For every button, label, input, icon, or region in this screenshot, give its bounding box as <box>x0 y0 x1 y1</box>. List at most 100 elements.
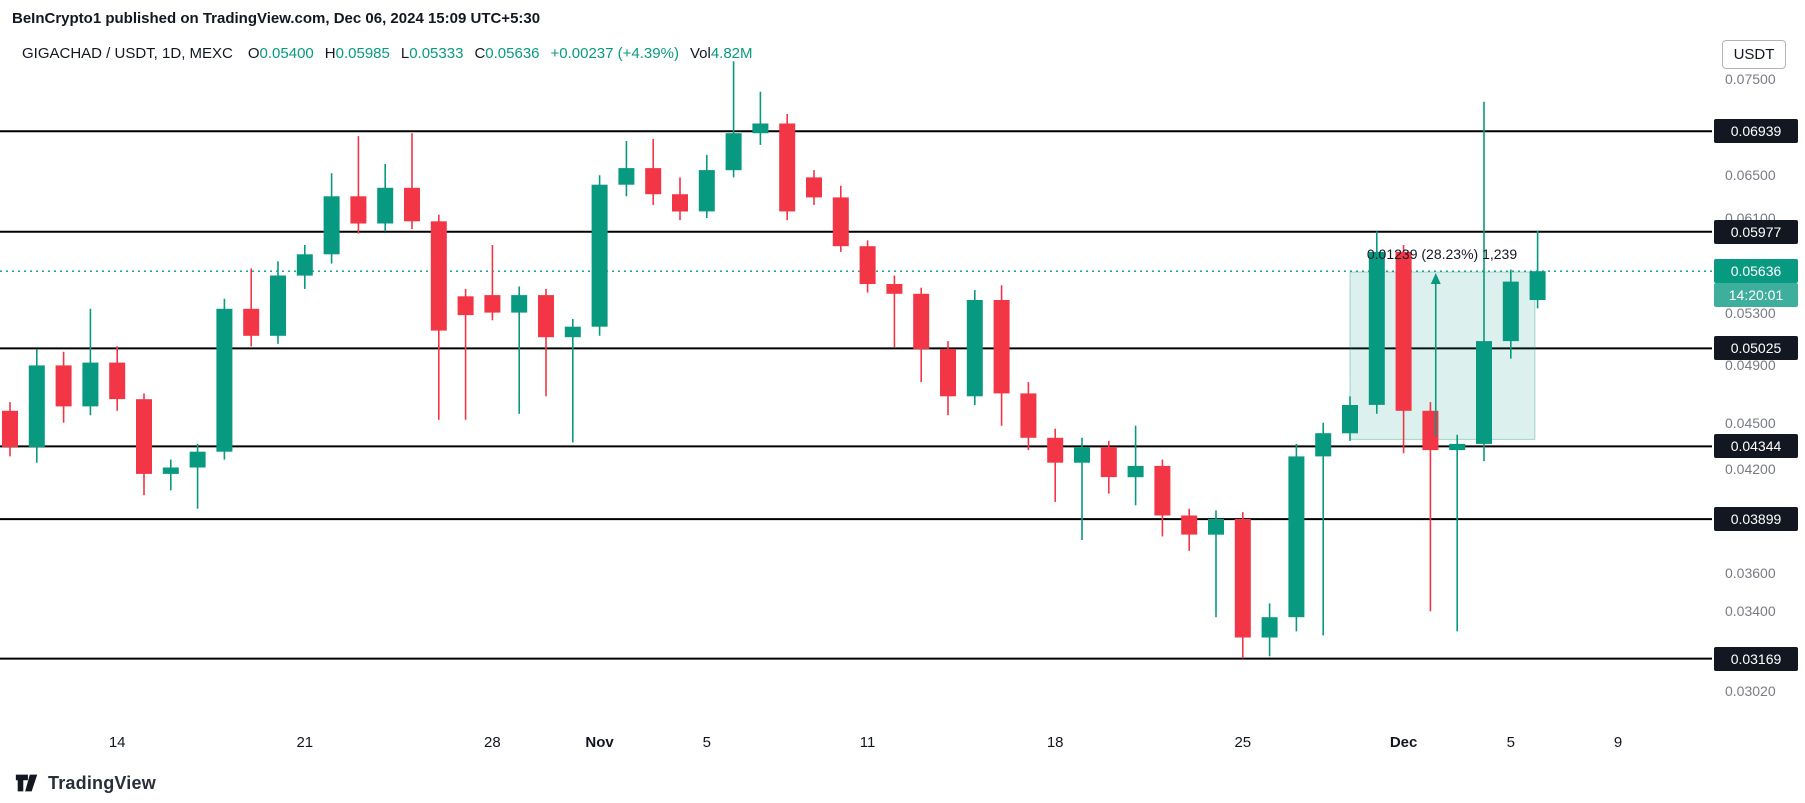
candle-body[interactable] <box>645 168 662 195</box>
candle-body[interactable] <box>859 246 876 284</box>
candle-body[interactable] <box>538 295 554 338</box>
candle-body[interactable] <box>806 177 822 198</box>
time-tick-label: 28 <box>484 734 501 751</box>
price-axis[interactable]: 0.075000.065000.061000.057000.053000.049… <box>1712 0 1805 803</box>
candle-body[interactable] <box>1422 410 1439 451</box>
measure-arrow-head <box>1430 273 1441 284</box>
candle-body[interactable] <box>1368 251 1385 405</box>
symbol-title[interactable]: GIGACHAD / USDT, 1D, MEXC <box>22 45 233 62</box>
candle-body[interactable] <box>377 187 394 224</box>
open-value: 0.05400 <box>259 45 314 62</box>
candle-body[interactable] <box>323 196 340 255</box>
candle-body[interactable] <box>752 123 769 134</box>
low-value: 0.05333 <box>409 45 464 62</box>
price-tick-label: 0.04200 <box>1725 461 1776 478</box>
time-axis[interactable]: 14 21 28 Nov 5 11 18 25 Dec 5 9 <box>0 734 1712 758</box>
candle-body[interactable] <box>1100 447 1117 478</box>
candle-body[interactable] <box>404 187 420 222</box>
candle-body[interactable] <box>993 300 1010 394</box>
attribution-text: BeInCrypto1 published on TradingView.com… <box>12 10 541 27</box>
volume-label: Vol <box>689 45 711 62</box>
volume-readout: Vol4.82M <box>690 45 753 62</box>
price-level-badge[interactable]: 0.06939 <box>1714 119 1798 144</box>
open-label: O <box>247 45 260 62</box>
candle-body[interactable] <box>832 197 849 247</box>
candle-body[interactable] <box>940 349 956 397</box>
candle-body[interactable] <box>136 399 152 474</box>
candle-body[interactable] <box>1476 341 1492 444</box>
quote-currency-button[interactable]: USDT <box>1722 40 1786 69</box>
candle-body[interactable] <box>1020 393 1037 438</box>
candle-body[interactable] <box>430 221 447 331</box>
low-readout: L0.05333 <box>401 45 464 62</box>
candle-body[interactable] <box>886 284 903 294</box>
candle-body[interactable] <box>725 133 742 171</box>
candle-body[interactable] <box>1449 443 1466 451</box>
time-tick-label: 5 <box>1506 734 1515 751</box>
time-tick-label: 9 <box>1613 734 1623 751</box>
candle-body[interactable] <box>484 295 501 313</box>
tradingview-logo-text: TradingView <box>48 772 156 793</box>
time-tick-label: Dec <box>1389 734 1418 751</box>
candle-body[interactable] <box>511 295 528 313</box>
candle-body[interactable] <box>1395 251 1412 411</box>
candle-body[interactable] <box>1529 271 1546 300</box>
candle-body[interactable] <box>350 196 367 224</box>
price-tick-label: 0.06500 <box>1725 167 1776 184</box>
candle-body[interactable] <box>270 275 286 336</box>
candle-body[interactable] <box>82 362 99 407</box>
candle-body[interactable] <box>243 308 260 336</box>
candle-body[interactable] <box>162 467 179 474</box>
tradingview-logo[interactable]: TradingView <box>14 770 156 796</box>
high-label: H <box>324 45 336 62</box>
low-label: L <box>400 45 410 62</box>
price-tick-label: 0.03400 <box>1725 603 1776 620</box>
candle-body[interactable] <box>109 362 126 400</box>
candle-body[interactable] <box>1047 437 1064 463</box>
price-level-badge[interactable]: 0.05025 <box>1714 336 1798 361</box>
candle-body[interactable] <box>1342 405 1358 434</box>
candle-body[interactable] <box>55 365 72 407</box>
volume-value: 4.82M <box>710 45 753 62</box>
price-level-badge[interactable]: 0.04344 <box>1714 434 1798 459</box>
candle-body[interactable] <box>591 184 608 327</box>
candle-body[interactable] <box>296 254 313 276</box>
candle-body[interactable] <box>672 194 688 212</box>
price-tick-label: 0.07500 <box>1725 71 1776 87</box>
candle-body[interactable] <box>1208 519 1224 535</box>
candle-body[interactable] <box>1502 281 1519 342</box>
time-tick-label: 14 <box>108 734 126 751</box>
candle-body[interactable] <box>779 123 796 212</box>
candle-body[interactable] <box>698 170 715 212</box>
price-level-badge[interactable]: 0.05977 <box>1714 219 1798 244</box>
bar-countdown-badge: 14:20:01 <box>1714 283 1798 308</box>
candle-body[interactable] <box>618 168 635 185</box>
candle-body[interactable] <box>913 293 930 350</box>
candle-body[interactable] <box>189 451 206 468</box>
candle-body[interactable] <box>1127 465 1144 478</box>
price-level-badge[interactable]: 0.03899 <box>1714 507 1798 532</box>
close-value: 0.05636 <box>485 45 540 62</box>
candle-body[interactable] <box>1154 465 1171 516</box>
time-tick-label: 18 <box>1046 734 1064 751</box>
candle-body[interactable] <box>1181 515 1198 535</box>
candle-body[interactable] <box>1234 519 1251 638</box>
close-readout: C0.05636 <box>474 45 539 62</box>
candle-body[interactable] <box>1288 456 1305 618</box>
price-level-badge[interactable]: 0.03169 <box>1714 646 1798 671</box>
symbol-legend: GIGACHAD / USDT, 1D, MEXC O0.05400 H 0.05… <box>22 45 753 62</box>
candle-body[interactable] <box>1074 447 1090 463</box>
candle-body[interactable] <box>1315 433 1332 457</box>
candle-body[interactable] <box>1261 617 1278 638</box>
last-price-badge: 0.05636 <box>1714 259 1798 284</box>
candle-body[interactable] <box>564 326 581 338</box>
candle-body[interactable] <box>457 296 474 316</box>
candle-body[interactable] <box>216 308 233 452</box>
price-tick-label: 0.04900 <box>1725 357 1776 374</box>
price-tick-label: 0.04500 <box>1725 414 1776 431</box>
candle-body[interactable] <box>966 300 983 397</box>
candle-body[interactable] <box>2 410 18 447</box>
candle-body[interactable] <box>28 365 45 448</box>
